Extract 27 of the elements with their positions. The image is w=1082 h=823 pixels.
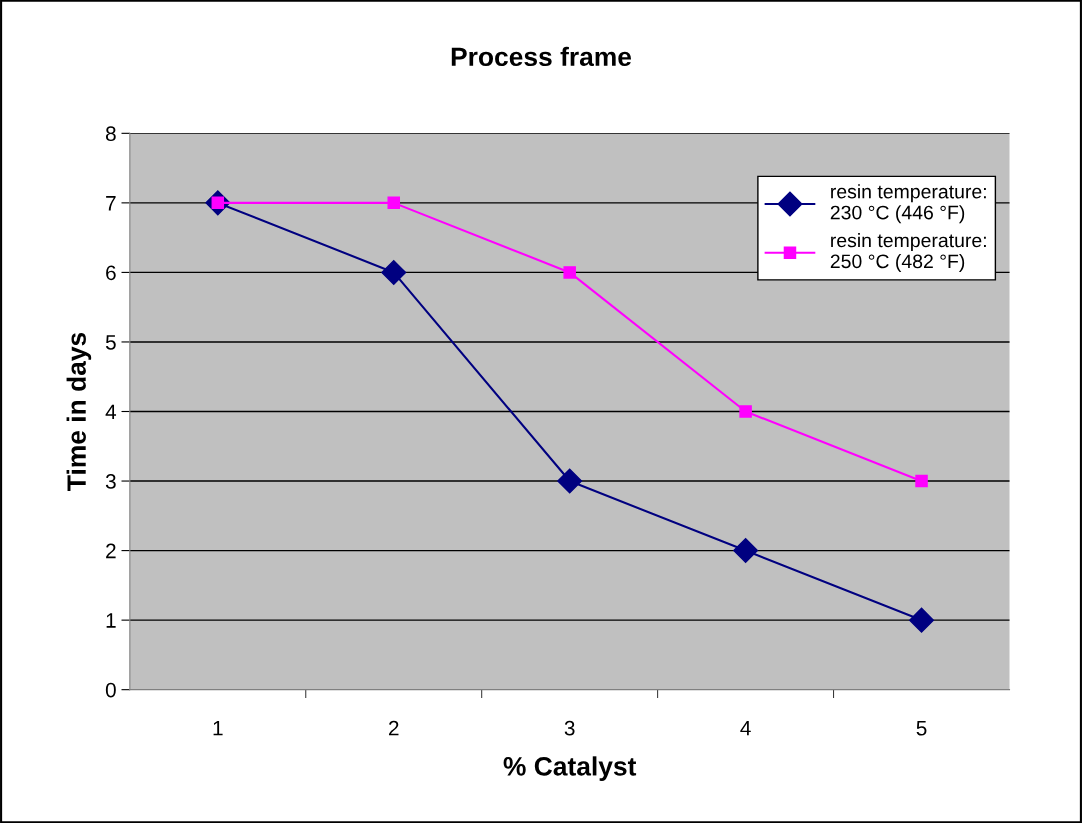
x-tick-label: 4 [740,720,751,736]
point [739,405,752,418]
point [915,474,928,488]
x-tick-label: 3 [564,720,575,736]
legend-label: resin temperature: 230 °C (446 °F) [830,184,986,224]
legend-label: resin temperature: 250 °C (482 °F) [830,233,986,273]
x-tick-label: 5 [916,720,927,736]
point [557,468,583,494]
y-tick-label: 6 [106,265,116,281]
y-tick-label: 7 [106,196,116,211]
x-axis-title: % Catalyst [503,756,637,781]
point [563,266,576,279]
point [909,607,935,633]
x-tick-label: 2 [389,720,399,736]
y-tick-label: 1 [106,613,116,628]
chart-title: Process frame [451,46,632,67]
y-tick-label: 5 [105,335,116,350]
y-tick-label: 2 [106,543,116,559]
y-tick-label: 8 [105,126,116,142]
y-tick-label: 3 [105,474,116,489]
point [381,259,407,285]
point [733,538,759,564]
x-tick-label: 1 [213,720,223,736]
point [387,196,400,210]
y-axis-title: Time in days [66,332,92,491]
y-tick-label: 0 [105,682,116,698]
y-tick-label: 4 [105,404,117,420]
